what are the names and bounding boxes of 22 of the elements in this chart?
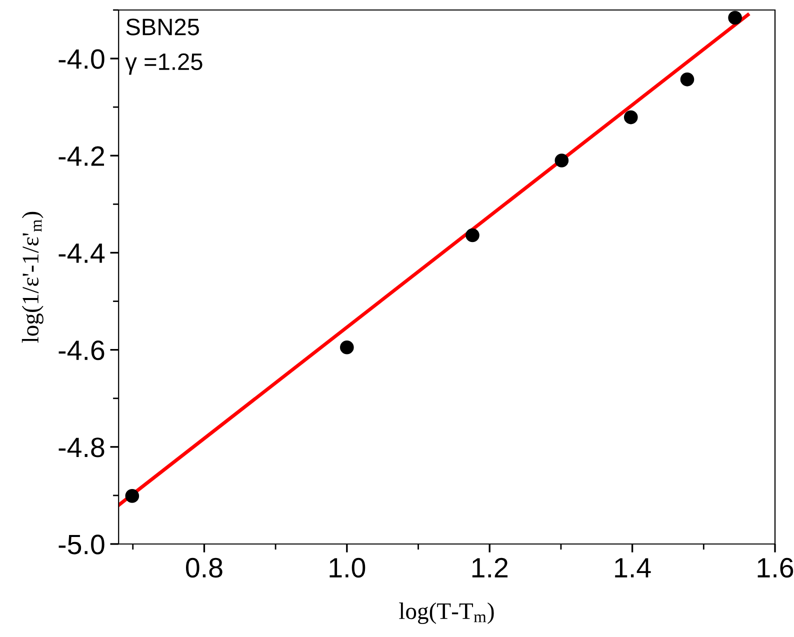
point (728, 10, 742, 25)
x-tick-label: 1.0 (330, 558, 366, 578)
point (340, 340, 354, 354)
x-axis-title: log(T-T$_{m}$) (399, 602, 494, 624)
point (466, 228, 480, 242)
annotation: SBN25 (126, 18, 199, 36)
point (125, 489, 140, 503)
annotation: γ =1.25 (125, 53, 202, 75)
y-tick-label: -4.4 (58, 244, 105, 263)
y-axis-title: log(1/ε'-1/ε'$_{m}$) (22, 212, 44, 343)
y-tick-label: -4.0 (58, 49, 104, 69)
y-tick-label: -5.0 (58, 534, 104, 554)
x-tick-label: 1.4 (615, 558, 651, 578)
y-tick-label: -4.2 (58, 146, 104, 166)
y-tick-label: -4.8 (58, 438, 104, 458)
point (624, 110, 638, 124)
x-tick-label: 1.6 (758, 558, 794, 578)
point (554, 154, 569, 168)
x-tick-label: 0.8 (186, 558, 222, 578)
y-tick-label: -4.6 (58, 340, 104, 360)
point (680, 72, 694, 86)
x-tick-label: 1.2 (472, 558, 508, 578)
